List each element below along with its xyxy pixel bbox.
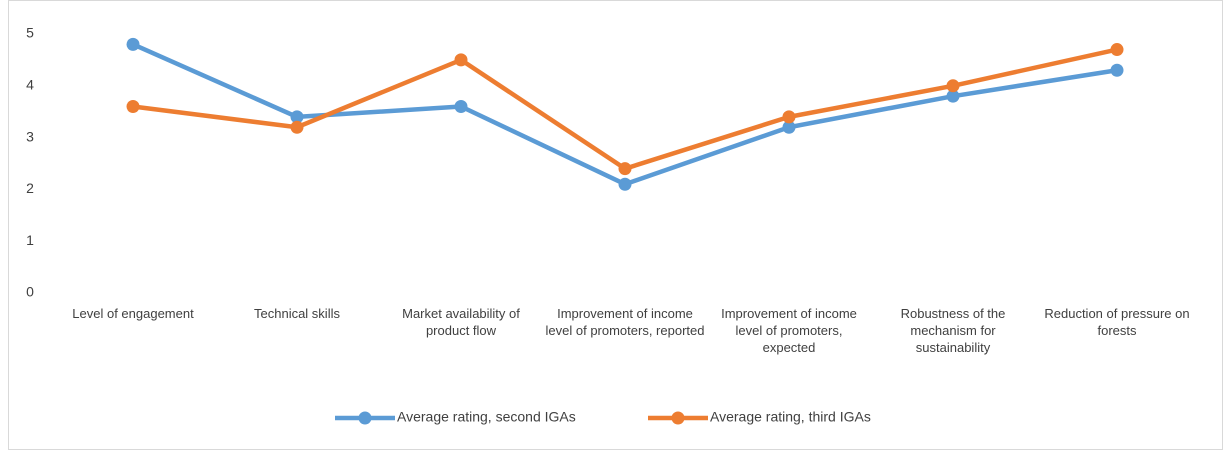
marker bbox=[290, 110, 304, 124]
y-tick-label: 4 bbox=[26, 77, 34, 93]
y-tick-label: 2 bbox=[26, 180, 34, 196]
legend-label: Average rating, second IGAs bbox=[397, 409, 576, 425]
marker bbox=[126, 100, 140, 114]
y-tick-label: 1 bbox=[26, 232, 34, 248]
legend-label: Average rating, third IGAs bbox=[710, 409, 871, 425]
marker bbox=[946, 79, 960, 93]
x-tick-label: Improvement of income level of promoters… bbox=[545, 306, 705, 338]
marker bbox=[454, 100, 468, 114]
marker bbox=[290, 120, 304, 134]
x-tick-label: Technical skills bbox=[254, 306, 340, 321]
y-tick-label: 0 bbox=[26, 284, 34, 300]
x-tick-label: Reduction of pressure on forests bbox=[1044, 306, 1190, 338]
marker bbox=[782, 120, 796, 134]
marker bbox=[1110, 63, 1124, 77]
legend-marker bbox=[671, 411, 685, 425]
x-tick-label: Level of engagement bbox=[72, 306, 194, 321]
x-tick-label: Robustness of the mechanism for sustaina… bbox=[900, 306, 1006, 355]
marker bbox=[782, 110, 796, 124]
marker bbox=[618, 177, 632, 191]
y-tick-label: 3 bbox=[26, 128, 34, 144]
y-tick-label: 5 bbox=[26, 25, 34, 41]
marker bbox=[618, 162, 632, 176]
marker bbox=[126, 37, 140, 51]
marker bbox=[946, 89, 960, 103]
marker bbox=[1110, 43, 1124, 57]
marker bbox=[454, 53, 468, 67]
x-tick-label: Market availability of product flow bbox=[402, 306, 520, 338]
x-tick-label: Improvement of income level of promoters… bbox=[721, 306, 857, 355]
legend-marker bbox=[358, 411, 372, 425]
